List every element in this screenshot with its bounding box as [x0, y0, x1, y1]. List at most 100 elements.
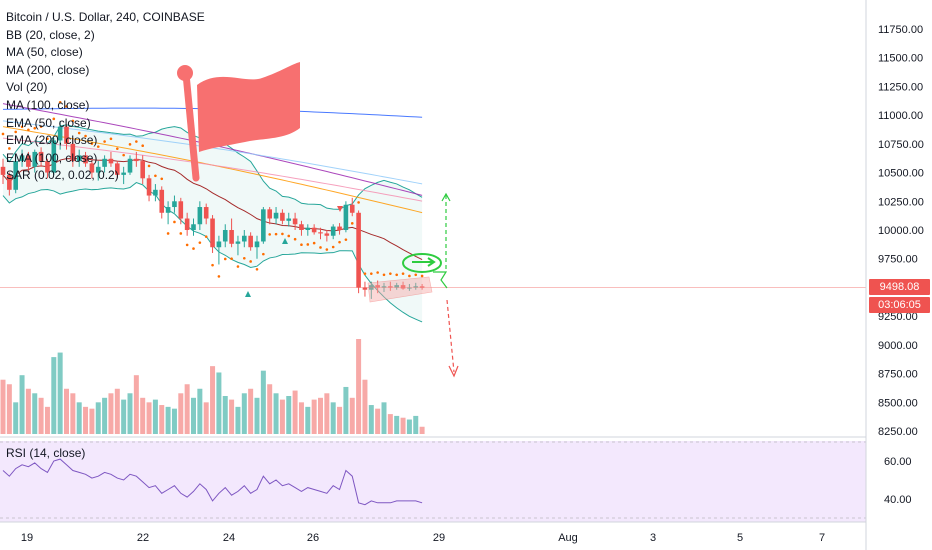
volume-bar [248, 388, 254, 434]
volume-bar [38, 397, 44, 434]
sar-dot [103, 140, 106, 143]
candle-body [64, 126, 69, 144]
signal-triangle [337, 206, 343, 212]
volume-bar [0, 379, 6, 434]
candle-body [38, 151, 44, 162]
volume-bar [311, 399, 317, 434]
volume-bar [216, 372, 222, 434]
indicator-ma200[interactable]: MA (200, close) [6, 62, 90, 77]
volume-bar [381, 402, 387, 434]
volume-bar [394, 415, 400, 434]
price-tick-label: 10750.00 [878, 139, 924, 151]
indicator-ema200[interactable]: EMA (200, close) [6, 133, 98, 148]
volume-bar [178, 393, 184, 434]
volume-bar [375, 408, 381, 434]
chart-title: Bitcoin / U.S. Dollar, 240, COINBASE [6, 10, 205, 24]
price-tick-label: 8250.00 [878, 426, 918, 438]
candle-body [89, 163, 95, 173]
sar-dot [147, 164, 151, 168]
indicator-ma50[interactable]: MA (50, close) [6, 45, 83, 60]
sar-dot [414, 273, 418, 277]
candle-body [349, 204, 355, 213]
volume-bar [254, 397, 260, 434]
time-tick-label: 29 [433, 532, 445, 544]
price-tick-label: 9750.00 [878, 254, 918, 266]
rsi-overbought-oversold-band [0, 441, 866, 522]
time-tick-label: 24 [223, 532, 235, 544]
volume-bar [95, 402, 101, 434]
indicator-ema100[interactable]: EMA (100, close) [6, 150, 98, 165]
rsi-title[interactable]: RSI (14, close) [6, 446, 86, 460]
volume-bar [229, 399, 235, 434]
sar-dot [395, 273, 399, 277]
sar-dot [344, 238, 348, 241]
sar-dot [198, 241, 202, 244]
price-tick-label: 8500.00 [878, 397, 918, 409]
volume-bar [19, 375, 25, 434]
volume-bar [76, 402, 82, 434]
candle-body [83, 155, 88, 164]
candle-body [407, 287, 412, 289]
sar-dot [217, 275, 221, 278]
rising-channel-box [367, 276, 433, 303]
indicator-bb[interactable]: BB (20, close, 2) [6, 27, 95, 42]
volume-bar [400, 417, 406, 434]
sar-dot [58, 100, 62, 104]
time-axis[interactable]: 19 22 24 26 29 Aug 3 5 7 [0, 521, 866, 544]
volume-bar [184, 384, 190, 434]
sar-dot [33, 126, 37, 130]
candle-body [216, 241, 222, 248]
candle-body [235, 241, 241, 244]
volume-bar [44, 406, 50, 434]
sar-dot [249, 260, 252, 263]
sar-dot [192, 247, 195, 250]
parabolic-sar-dots [1, 100, 424, 278]
volume-bar [6, 384, 12, 434]
candle-body [121, 172, 126, 175]
sar-dot [331, 245, 335, 249]
candle-body [356, 212, 361, 288]
indicator-sar[interactable]: SAR (0.02, 0.02, 0.2) [6, 168, 119, 183]
sar-dot [376, 271, 379, 274]
candle-body [32, 151, 38, 167]
candle-body [146, 178, 152, 196]
candle-body [108, 158, 114, 164]
sar-dot [65, 105, 68, 108]
volume-bar [121, 399, 127, 434]
projection-zigzag [433, 271, 448, 289]
price-tick-label: 10000.00 [878, 225, 924, 237]
indicator-ema50[interactable]: EMA (50, close) [6, 115, 91, 130]
price-tick-label: 9000.00 [878, 340, 918, 352]
sar-dot [77, 131, 81, 135]
flag-drawing [197, 62, 300, 152]
time-tick-label: 22 [137, 532, 149, 544]
candle-body [127, 158, 133, 173]
volume-bar [222, 396, 228, 434]
candle-body [292, 218, 298, 225]
candle-body [102, 158, 107, 167]
volume-bar [324, 393, 330, 434]
flag-pole-knob [177, 65, 193, 81]
sar-dot [230, 257, 233, 261]
indicator-ma100[interactable]: MA (100, close) [6, 97, 90, 112]
volume-bar [298, 402, 304, 434]
sar-dot [262, 252, 265, 256]
candle-body [45, 161, 50, 173]
candle-body [375, 285, 380, 288]
sar-dot [116, 147, 119, 150]
volume-bar [102, 397, 108, 434]
candle-body [70, 143, 76, 162]
volume-bar [406, 419, 412, 434]
candle-body [115, 163, 120, 175]
price-axis[interactable]: 11750.00 11500.00 11250.00 11000.00 10750.00… [878, 24, 924, 506]
volume-bar [165, 406, 171, 434]
volume-bar [197, 388, 203, 434]
volume-bar [114, 388, 120, 434]
sar-dot [27, 128, 30, 132]
user-drawings[interactable] [177, 62, 459, 378]
sar-dot [122, 153, 125, 157]
indicator-vol[interactable]: Vol (20) [6, 80, 48, 95]
sar-dot [357, 201, 360, 204]
volume-bar [152, 399, 158, 434]
